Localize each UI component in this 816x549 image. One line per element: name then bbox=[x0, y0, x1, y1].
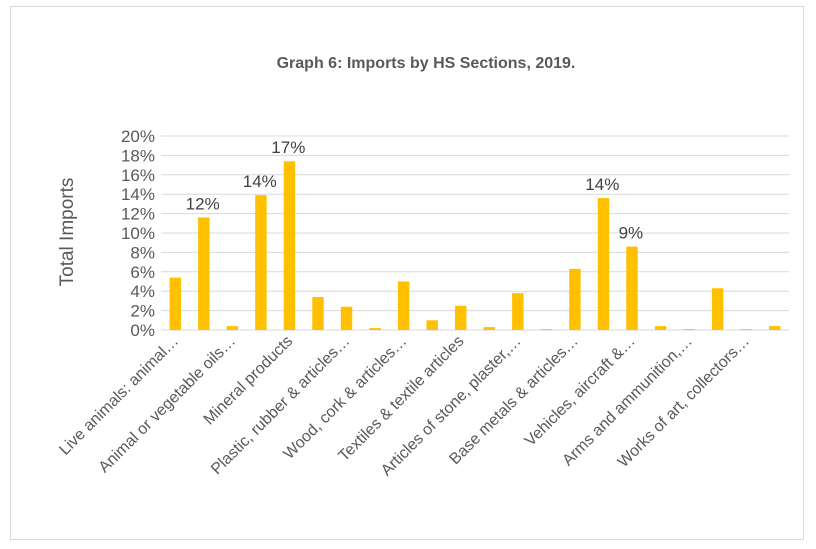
chart-frame: Graph 6: Imports by HS Sections, 2019. T… bbox=[10, 6, 804, 540]
bar bbox=[483, 327, 495, 330]
bar bbox=[740, 329, 752, 330]
bar bbox=[512, 293, 524, 330]
bar bbox=[769, 326, 781, 330]
bar bbox=[312, 297, 324, 330]
data-label: 9% bbox=[619, 224, 644, 243]
y-tick-label: 6% bbox=[130, 263, 155, 282]
x-axis-ticks: Live animals: animal…Animal or vegetable… bbox=[56, 333, 753, 480]
y-axis-ticks: 0%2%4%6%8%10%12%14%16%18%20% bbox=[121, 127, 155, 340]
bar bbox=[540, 329, 553, 330]
y-tick-label: 2% bbox=[130, 302, 155, 321]
data-label: 12% bbox=[186, 194, 220, 213]
data-labels: 12% 14% 17% 14% 9% bbox=[186, 138, 643, 242]
bar bbox=[255, 195, 267, 330]
bar bbox=[283, 161, 296, 330]
bar bbox=[426, 320, 438, 330]
y-tick-label: 18% bbox=[121, 146, 155, 165]
bar bbox=[626, 246, 638, 330]
bar-chart: Graph 6: Imports by HS Sections, 2019. T… bbox=[56, 55, 789, 480]
bar bbox=[169, 277, 181, 330]
y-tick-label: 12% bbox=[121, 205, 155, 224]
chart-title: Graph 6: Imports by HS Sections, 2019. bbox=[277, 55, 576, 72]
y-tick-label: 4% bbox=[130, 282, 155, 301]
x-tick-label: Vehicles, aircraft &… bbox=[522, 333, 639, 450]
bar bbox=[340, 306, 353, 330]
bar bbox=[198, 217, 210, 330]
bar bbox=[711, 288, 724, 330]
bar bbox=[569, 268, 581, 330]
bars bbox=[169, 161, 781, 330]
y-tick-label: 20% bbox=[121, 127, 155, 146]
data-label: 17% bbox=[271, 138, 305, 157]
y-tick-label: 0% bbox=[130, 321, 155, 340]
bar bbox=[226, 326, 239, 330]
bar bbox=[369, 328, 381, 330]
y-tick-label: 16% bbox=[121, 166, 155, 185]
y-tick-label: 14% bbox=[121, 185, 155, 204]
bar bbox=[597, 198, 610, 330]
data-label: 14% bbox=[585, 175, 619, 194]
bar bbox=[397, 281, 410, 330]
y-tick-label: 10% bbox=[121, 224, 155, 243]
bar bbox=[683, 329, 695, 330]
y-axis-label: Total Imports bbox=[57, 178, 78, 287]
y-tick-label: 8% bbox=[130, 243, 155, 262]
bar bbox=[654, 326, 667, 330]
data-label: 14% bbox=[243, 172, 277, 191]
bar bbox=[455, 305, 467, 330]
